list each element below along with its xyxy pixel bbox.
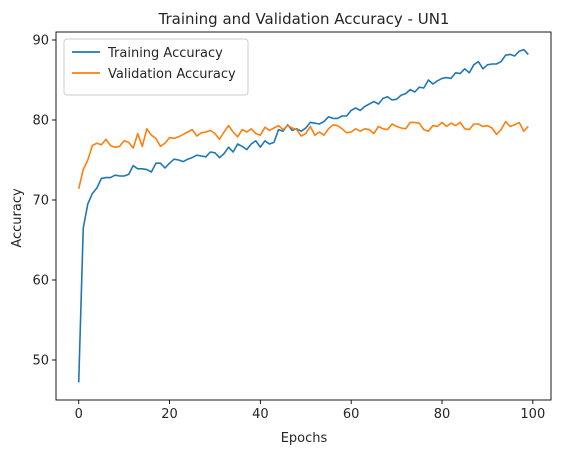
plot-frame bbox=[55, 31, 552, 401]
x-tick-label-80: 80 bbox=[434, 407, 451, 422]
plot-area: 0 20 40 60 80 100 50 60 70 80 90 bbox=[32, 31, 552, 422]
y-tick-label-50: 50 bbox=[32, 354, 49, 369]
series-line-1 bbox=[77, 120, 529, 189]
y-tick-label-90: 90 bbox=[32, 34, 49, 49]
legend-label-1: Validation Accuracy bbox=[108, 67, 236, 82]
y-axis-label: Accuracy bbox=[10, 188, 25, 248]
x-tick-label-0: 0 bbox=[75, 407, 83, 422]
x-tick-label-60: 60 bbox=[343, 407, 360, 422]
series-line-0 bbox=[77, 48, 529, 383]
y-tick-label-80: 80 bbox=[32, 114, 49, 129]
y-tick-label-60: 60 bbox=[32, 274, 49, 289]
chart-title: Training and Validation Accuracy - UN1 bbox=[158, 10, 450, 28]
x-tick-label-100: 100 bbox=[520, 407, 545, 422]
x-tick-label-40: 40 bbox=[252, 407, 269, 422]
legend-box bbox=[63, 38, 249, 96]
legend: Training Accuracy Validation Accuracy bbox=[63, 38, 249, 96]
legend-label-0: Training Accuracy bbox=[107, 46, 223, 61]
x-tick-label-20: 20 bbox=[161, 407, 178, 422]
x-axis-label: Epochs bbox=[281, 431, 328, 446]
y-tick-label-70: 70 bbox=[32, 194, 49, 209]
